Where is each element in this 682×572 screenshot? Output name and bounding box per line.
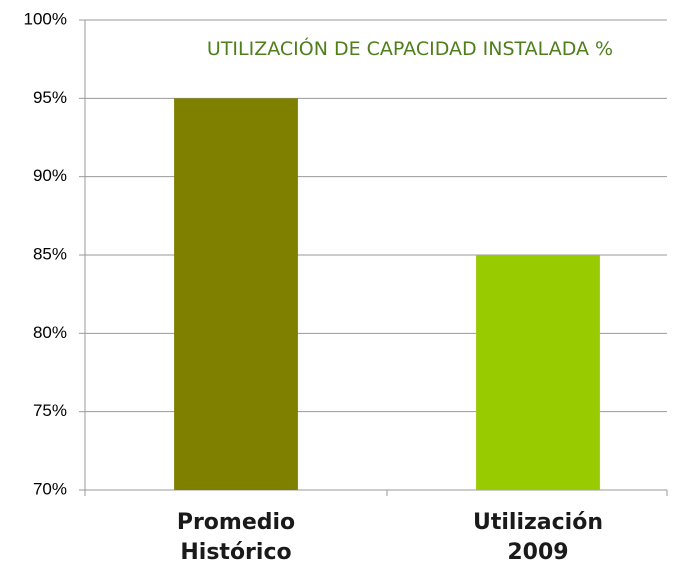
x-tick-label: Promedio Histórico bbox=[176, 510, 296, 565]
y-tick-label: 90% bbox=[33, 166, 67, 185]
bar bbox=[174, 98, 298, 490]
y-tick-label: 80% bbox=[33, 323, 67, 342]
chart-title: UTILIZACIÓN DE CAPACIDAD INSTALADA % bbox=[206, 38, 614, 60]
bar bbox=[476, 255, 600, 490]
y-tick-label: 100% bbox=[24, 9, 67, 28]
y-tick-label: 85% bbox=[33, 244, 67, 263]
x-tick-label: Utilización 2009 bbox=[472, 510, 603, 565]
y-tick-label: 75% bbox=[33, 401, 67, 420]
y-tick-label: 70% bbox=[33, 479, 67, 498]
y-tick-label: 95% bbox=[33, 88, 67, 107]
